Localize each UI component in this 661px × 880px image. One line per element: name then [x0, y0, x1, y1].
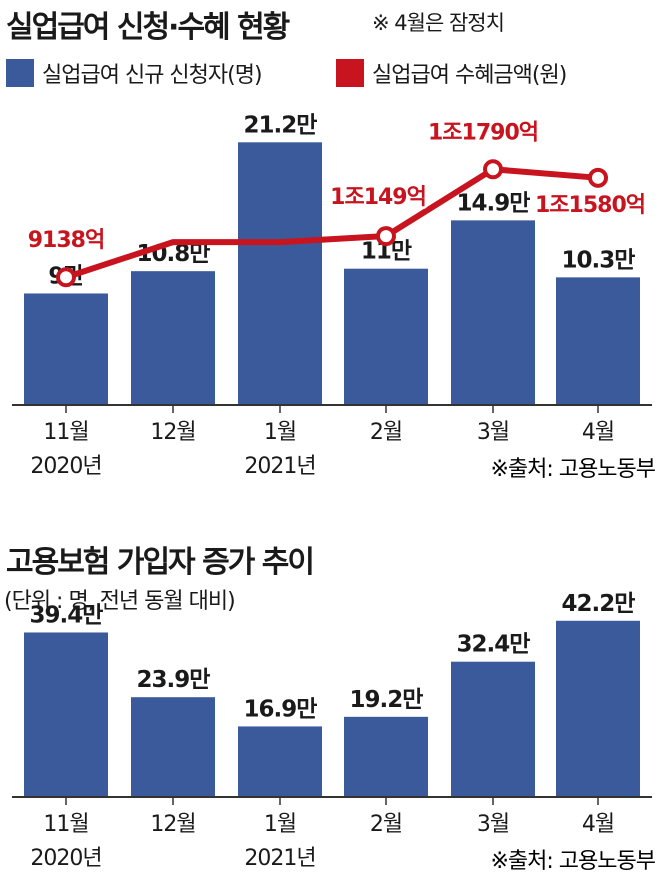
chart2-source: ※출처: 고용노동부	[490, 849, 655, 874]
legend-item-applicants: 실업급여 신규 신청자(명)	[6, 58, 263, 88]
chart1-plot: 9만10.8만21.2만11만14.9만10.3만11월2020년12월1월20…	[12, 112, 652, 479]
chart2-plot: 39.4만 23.9만 16.9만 19.2만 32.4만 42.2만 11월 2020년 12…	[12, 591, 652, 871]
chart1-bar-3	[344, 268, 428, 405]
chart1-year-label-0: 2020년	[30, 454, 101, 479]
chart1-benefit-line	[65, 166, 599, 281]
chart1-bar-value-label-5: 10.3만	[562, 247, 636, 273]
chart1-bar-value-label-2: 21.2만	[244, 112, 318, 138]
chart1-benefit-point-5	[588, 167, 608, 188]
chart1-title: 실업급여 신청·수혜 현황	[6, 10, 290, 45]
chart2-year-label-2: 2021년	[244, 846, 315, 871]
chart1-x-tick-label-2: 1월	[264, 420, 296, 445]
chart1-bar-4	[451, 220, 535, 405]
chart2-bar-value-label-2: 16.9만	[244, 696, 318, 722]
chart1-bar-5	[556, 277, 640, 405]
chart1-benefit-point-3	[376, 226, 396, 247]
chart2-bar-value-label-4: 32.4만	[457, 632, 531, 658]
legend-swatch-benefits	[336, 59, 364, 87]
legend-label-benefits: 실업급여 수혜금액(원)	[372, 63, 567, 88]
chart1-benefit-label-4: 1조1790억	[428, 120, 538, 145]
chart2-x-tick-label-1: 12월	[150, 812, 195, 837]
chart2-bar-4	[451, 661, 535, 797]
chart2-x-tick-label-4: 3월	[477, 812, 509, 837]
chart1-benefit-label-0: 9138억	[28, 228, 104, 253]
chart1-benefit-label-3: 1조149억	[330, 185, 426, 210]
chart2-bar-0	[24, 632, 108, 797]
chart1-benefit-point-4	[483, 159, 503, 180]
chart1-bar-1	[131, 271, 215, 405]
chart1-x-tick-label-4: 3월	[477, 420, 509, 445]
legend-swatch-applicants	[6, 59, 34, 87]
chart2-x-tick-label-0: 11월	[43, 812, 88, 837]
legend-item-benefits: 실업급여 수혜금액(원)	[336, 58, 567, 88]
chart1-provisional-note: ※ 4월은 잠정치	[372, 11, 505, 35]
chart2-bar-value-label-3: 19.2만	[350, 687, 424, 713]
chart2-bar-3	[344, 716, 428, 797]
chart1-x-tick-label-3: 2월	[370, 420, 402, 445]
chart2-x-tick-label-2: 1월	[264, 812, 296, 837]
chart1-x-tick-label-5: 4월	[582, 420, 614, 445]
chart2-x-tick-label-5: 4월	[582, 812, 614, 837]
legend-label-applicants: 실업급여 신규 신청자(명)	[42, 63, 263, 88]
chart2-bar-value-label-1: 23.9만	[137, 667, 211, 693]
chart1-benefit-label-5: 1조1580억	[535, 193, 645, 218]
chart2-bar-5	[556, 620, 640, 797]
chart2-x-tick-label-3: 2월	[370, 812, 402, 837]
chart1-x-tick-label-0: 11월	[43, 420, 88, 445]
chart2-year-label-0: 2020년	[30, 846, 101, 871]
chart2-bar-2	[238, 726, 322, 797]
chart1-bar-value-label-1: 10.8만	[137, 241, 211, 267]
chart1-bar-0	[24, 293, 108, 405]
chart1-year-label-2: 2021년	[244, 454, 315, 479]
chart1-x-tick-label-1: 12월	[150, 420, 195, 445]
chart2-bar-value-label-5: 42.2만	[562, 591, 636, 617]
chart1-benefit-point-0	[56, 267, 76, 288]
chart1-bar-2	[238, 142, 322, 405]
chart2-unit-note: (단위 : 명, 전년 동월 대비)	[4, 589, 236, 614]
chart2-bar-value-label-0: 39.4만	[30, 602, 104, 628]
chart2-bar-1	[131, 697, 215, 797]
chart1-source: ※출처: 고용노동부	[490, 457, 655, 482]
chart1-bar-value-label-4: 14.9만	[457, 190, 531, 216]
chart2-title: 고용보험 가입자 증가 추이	[6, 545, 315, 580]
